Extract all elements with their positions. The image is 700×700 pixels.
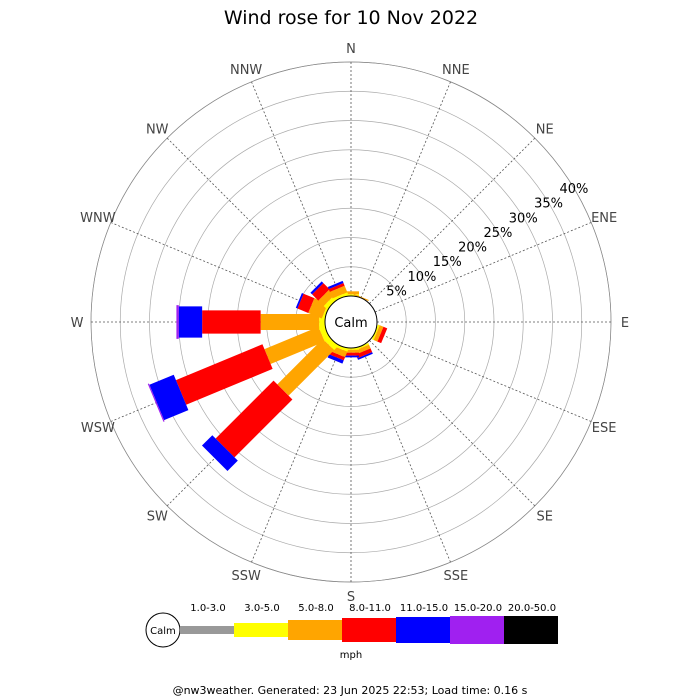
bar-segment-w-4 <box>178 306 203 338</box>
wind-bars <box>147 280 388 472</box>
direction-label-nw: NW <box>146 122 169 137</box>
bar-sw <box>201 334 339 472</box>
spoke-ssw <box>251 345 342 563</box>
direction-label-s: S <box>347 590 355 605</box>
bar-segment-ssw-4 <box>327 354 344 364</box>
percent-label-40: 40% <box>559 182 588 197</box>
percent-label-20: 20% <box>458 241 487 256</box>
legend-label-6: 20.0-50.0 <box>508 603 556 614</box>
bar-segment-ese-3 <box>377 326 388 344</box>
direction-label-nne: NNE <box>442 63 470 78</box>
direction-label-nnw: NNW <box>230 63 262 78</box>
bar-segment-wsw-4 <box>149 374 189 421</box>
bar-s <box>343 348 359 358</box>
bar-segment-ese-1 <box>371 324 380 341</box>
legend-label-3: 8.0-11.0 <box>349 603 391 614</box>
percent-label-30: 30% <box>509 211 538 226</box>
bar-nne <box>353 293 369 302</box>
bar-segment-sse-3 <box>355 348 373 359</box>
spoke-nw <box>166 137 333 304</box>
bar-segment-sw-3 <box>215 380 293 458</box>
direction-label-ese: ESE <box>592 421 617 436</box>
direction-label-se: SE <box>537 510 553 525</box>
ring-30 <box>149 120 553 524</box>
calm-circle: Calm <box>324 295 378 349</box>
legend-label-4: 11.0-15.0 <box>400 603 448 614</box>
spoke-ne <box>369 137 536 304</box>
legend-label-1: 3.0-5.0 <box>244 603 279 614</box>
bar-segment-nnw-4 <box>327 280 344 290</box>
spoke-ene <box>374 222 592 313</box>
bar-segment-wsw-5 <box>147 383 165 422</box>
bar-wsw <box>147 324 331 422</box>
direction-label-sse: SSE <box>443 569 468 584</box>
direction-labels: N NNE NE ENE E ESE SE SSE S SSW SW WSW W WNW NW NNW <box>71 42 630 605</box>
percent-label-5: 5% <box>386 284 407 299</box>
spoke-wnw <box>110 222 328 313</box>
direction-label-ne: NE <box>536 122 554 137</box>
legend-swatch-6 <box>504 616 558 644</box>
percent-label-15: 15% <box>433 255 462 270</box>
direction-label-ssw: SSW <box>231 569 261 584</box>
legend-swatch-1 <box>234 623 288 637</box>
bar-segment-w-3 <box>202 310 261 334</box>
legend-swatch-5 <box>450 616 504 644</box>
direction-label-wnw: WNW <box>80 211 116 226</box>
legend-label-5: 15.0-20.0 <box>454 603 502 614</box>
spoke-nne <box>360 81 451 299</box>
bar-w <box>176 305 325 339</box>
footer-text: @nw3weather. Generated: 23 Jun 2025 22:5… <box>173 684 528 697</box>
direction-label-n: N <box>346 42 356 57</box>
legend-swatch-4 <box>396 617 450 643</box>
bar-segment-sw-4 <box>201 435 238 472</box>
legend-calm-label: Calm <box>150 626 176 637</box>
spoke-sse <box>360 345 451 563</box>
percent-label-10: 10% <box>407 270 436 285</box>
percent-label-35: 35% <box>534 197 563 212</box>
direction-label-e: E <box>621 316 629 331</box>
calm-label: Calm <box>334 316 367 331</box>
bar-segment-sse-4 <box>357 352 373 360</box>
legend-swatch-0 <box>180 626 234 634</box>
direction-label-wsw: WSW <box>81 421 115 436</box>
bar-segment-s-3 <box>343 352 359 356</box>
spoke-ese <box>374 331 592 422</box>
spoke-se <box>369 340 536 507</box>
bar-segment-w-5 <box>176 305 179 339</box>
bar-segment-nnw-2 <box>329 285 348 299</box>
bar-segment-nnw-1 <box>332 292 349 302</box>
bar-segment-sw-2 <box>277 338 335 396</box>
bar-segment-wnw-4 <box>295 293 304 309</box>
speed-legend: Calm 1.0-3.0 3.0-5.0 5.0-8.0 8.0-11.0 11.0-15… <box>145 603 558 661</box>
percent-label-25: 25% <box>483 226 512 241</box>
direction-label-w: W <box>71 316 84 331</box>
direction-label-ene: ENE <box>591 211 617 226</box>
bar-segment-nnw-3 <box>328 283 345 292</box>
legend-label-0: 1.0-3.0 <box>190 603 225 614</box>
legend-swatch-2 <box>288 620 342 640</box>
bar-segment-nw-4 <box>310 281 324 295</box>
bar-segment-nne-2 <box>353 293 369 302</box>
bar-segment-wsw-3 <box>175 344 273 405</box>
bar-segment-wnw-3 <box>297 293 315 313</box>
legend-units: mph <box>340 650 362 661</box>
bar-segment-wsw-2 <box>264 326 325 364</box>
bar-segment-ssw-3 <box>328 351 346 361</box>
legend-label-2: 5.0-8.0 <box>298 603 333 614</box>
bar-segment-nw-3 <box>312 283 330 301</box>
bar-segment-s-4 <box>343 355 359 358</box>
bar-ese <box>371 324 388 344</box>
spoke-nnw <box>251 81 342 299</box>
bar-segment-ese-2 <box>373 325 384 342</box>
bar-nnw <box>327 280 349 302</box>
chart-title: Wind rose for 10 Nov 2022 <box>224 7 478 29</box>
direction-label-sw: SW <box>147 510 168 525</box>
legend-swatch-3 <box>342 618 396 642</box>
percent-labels: 5%10%15%20%25%30%35%40% <box>386 182 588 299</box>
bar-segment-w-2 <box>260 314 320 330</box>
